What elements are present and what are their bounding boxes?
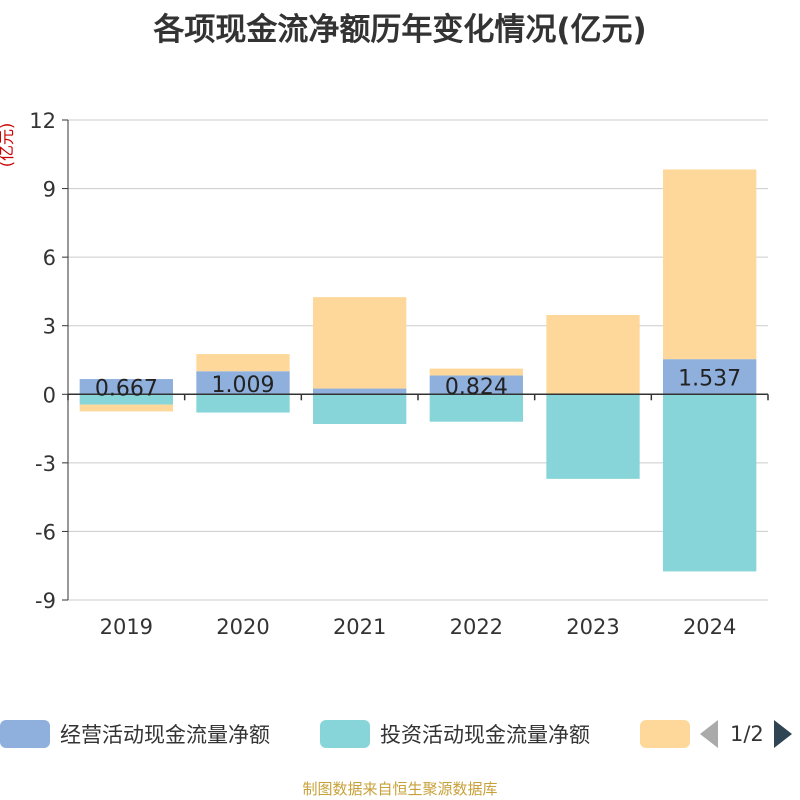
bar-operating	[663, 359, 757, 395]
y-tick-label: 3	[43, 315, 56, 339]
bar-operating	[313, 388, 407, 395]
pager-text: 1/2	[730, 722, 764, 746]
bar-investing	[196, 394, 290, 413]
legend-swatch-operating	[0, 720, 50, 748]
pager-next-icon[interactable]	[773, 720, 792, 748]
y-tick-label: -3	[35, 452, 56, 476]
data-label: 1.009	[212, 373, 275, 398]
chart-title: 各项现金流净额历年变化情况(亿元)	[153, 12, 647, 48]
y-tick-label: 6	[43, 246, 56, 270]
bar-investing	[79, 394, 173, 405]
source-note: 制图数据来自恒生聚源数据库	[302, 780, 498, 798]
chart-plot: 12 9 6 3 0 -3 -6 -9 (亿元) 0.667 1.009 0.824 1.537 2019…	[0, 109, 769, 639]
bar-financing	[546, 314, 640, 394]
bar-financing	[196, 354, 290, 372]
legend-item-investing[interactable]: 投资活动现金流量净额	[320, 716, 590, 752]
y-tick-label: -6	[35, 520, 56, 544]
bar-investing	[429, 394, 523, 422]
legend-pager: 1/2	[700, 716, 792, 752]
y-tick-label: 12	[29, 109, 56, 133]
bar-investing	[546, 394, 640, 479]
pager-prev-icon[interactable]	[700, 720, 718, 748]
y-tick-label: 0	[43, 383, 56, 407]
y-tick-label: -9	[35, 589, 56, 613]
x-tick-label: 2022	[450, 615, 503, 639]
data-label: 0.667	[95, 377, 158, 402]
legend-swatch-investing	[320, 720, 370, 748]
x-tick-label: 2020	[216, 615, 269, 639]
x-tick-label: 2024	[683, 615, 736, 639]
bar-financing	[663, 169, 757, 360]
x-tick-label: 2023	[566, 615, 619, 639]
y-axis-title: (亿元)	[0, 123, 16, 168]
bar-financing	[79, 404, 173, 412]
data-label: 1.537	[678, 367, 741, 392]
legend: 经营活动现金流量净额 投资活动现金流量净额 1/2	[0, 716, 800, 752]
legend-item-financing[interactable]	[640, 716, 700, 752]
bar-operating	[79, 379, 173, 395]
bar-financing	[313, 297, 407, 389]
bar-operating	[429, 375, 523, 395]
bar-investing	[313, 394, 407, 424]
bar-operating	[196, 371, 290, 395]
x-tick-label: 2021	[333, 615, 386, 639]
legend-label-investing: 投资活动现金流量净额	[380, 723, 590, 747]
legend-item-operating[interactable]: 经营活动现金流量净额	[0, 716, 270, 752]
x-tick-label: 2019	[100, 615, 153, 639]
data-label: 0.824	[445, 375, 508, 400]
legend-swatch-financing	[640, 720, 690, 748]
y-tick-label: 9	[43, 178, 56, 202]
bar-investing	[663, 394, 757, 572]
legend-label-operating: 经营活动现金流量净额	[60, 723, 270, 747]
bar-financing	[429, 368, 523, 376]
